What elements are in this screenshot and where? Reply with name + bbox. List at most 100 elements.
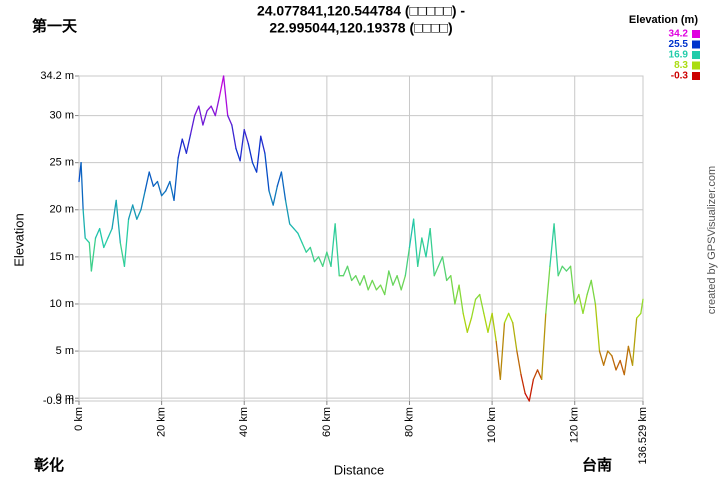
elevation-line (214, 96, 221, 117)
legend-swatch (692, 30, 700, 38)
elevation-line (156, 180, 163, 197)
elevation-line (557, 265, 563, 277)
elevation-line (367, 279, 373, 291)
elevation-line (160, 190, 167, 197)
x-tick-label: 40 km (238, 407, 250, 437)
elevation-line (487, 312, 493, 333)
legend-label: 8.3 (674, 60, 688, 71)
y-tick-label: 34.2 m (40, 70, 74, 82)
y-tick-label: 20 m (50, 204, 74, 216)
elevation-line (371, 279, 378, 291)
legend-title: Elevation (m) (629, 14, 698, 26)
elevation-line (144, 171, 150, 192)
legend-swatch (692, 61, 700, 70)
elevation-line (350, 275, 357, 282)
elevation-line (127, 204, 134, 220)
elevation-line (598, 350, 605, 366)
elevation-line (297, 232, 303, 244)
elevation-line (206, 105, 212, 112)
elevation-line (346, 265, 353, 282)
elevation-line (586, 279, 592, 296)
elevation-line (309, 246, 316, 263)
elevation-line (582, 293, 588, 315)
plot-area (78, 75, 644, 402)
legend-label: 25.5 (669, 39, 689, 50)
elevation-line (235, 147, 241, 162)
elevation-line (284, 199, 291, 225)
elevation-line (194, 105, 200, 117)
elevation-line (578, 293, 584, 315)
elevation-line (140, 190, 146, 211)
elevation-line (326, 251, 332, 267)
elevation-line (181, 138, 188, 154)
elevation-line (169, 180, 175, 201)
elevation-line (165, 180, 171, 192)
elevation-line (334, 223, 340, 277)
elevation-line (619, 359, 625, 376)
elevation-line (602, 350, 609, 366)
elevation-line (202, 110, 208, 126)
elevation-line (264, 152, 270, 192)
elevation-line (574, 293, 580, 305)
y-tick-label: 5 m (56, 345, 74, 357)
elevation-line (119, 242, 126, 267)
elevation-line (222, 75, 229, 117)
elevation-line (99, 227, 105, 249)
elevation-line (280, 171, 287, 201)
elevation-line (565, 265, 572, 272)
elevation-line (375, 284, 382, 291)
elevation-line (90, 237, 97, 272)
elevation-line (404, 246, 411, 277)
elevation-line (260, 135, 266, 154)
x-tick-label: 100 km (486, 407, 498, 443)
elevation-line (379, 284, 386, 296)
elevation-line (322, 251, 328, 267)
elevation-line (148, 171, 155, 187)
elevation-line (541, 312, 547, 380)
elevation-line (425, 227, 431, 258)
elevation-line (384, 270, 390, 296)
legend-label: 34.2 (669, 29, 689, 40)
elevation-line (115, 199, 121, 244)
legend-swatch (692, 40, 700, 49)
elevation-line (289, 223, 295, 230)
y-axis-label: Elevation (11, 213, 26, 266)
elevation-line (446, 275, 452, 282)
elevation-line (412, 218, 419, 267)
elevation-line (507, 312, 514, 324)
legend-label: -0.3 (671, 71, 689, 82)
elevation-line (293, 227, 299, 234)
credit: created by GPSVisualizer.com (706, 166, 718, 314)
elevation-line (189, 114, 196, 136)
chart-title: 22.995044,120.19378 (□□□□) (269, 20, 452, 36)
elevation-line (132, 204, 138, 220)
elevation-line (103, 237, 109, 249)
elevation-line (470, 298, 477, 319)
y-tick-label: 10 m (50, 298, 74, 310)
corner-label: 彰化 (34, 456, 64, 474)
x-tick-label: 120 km (569, 407, 581, 443)
elevation-line (392, 275, 398, 286)
elevation-line (627, 345, 634, 366)
elevation-line (107, 227, 113, 239)
elevation-line (611, 355, 617, 371)
elevation-line (503, 312, 510, 324)
y-tick-label: 30 m (50, 109, 74, 121)
elevation-line (82, 209, 86, 239)
elevation-line (520, 373, 526, 395)
elevation-line (495, 341, 502, 380)
y-tick-label: 25 m (50, 157, 74, 169)
elevation-line (536, 369, 543, 380)
elevation-line (313, 256, 320, 263)
elevation-line (80, 162, 84, 211)
elevation-line (268, 190, 274, 206)
elevation-line (549, 223, 555, 267)
corner-label: 台南 (582, 456, 612, 474)
elevation-line (553, 223, 559, 277)
legend-swatch (692, 72, 700, 80)
elevation-line (524, 392, 530, 402)
elevation-line (631, 317, 638, 366)
elevation-line (123, 218, 130, 267)
